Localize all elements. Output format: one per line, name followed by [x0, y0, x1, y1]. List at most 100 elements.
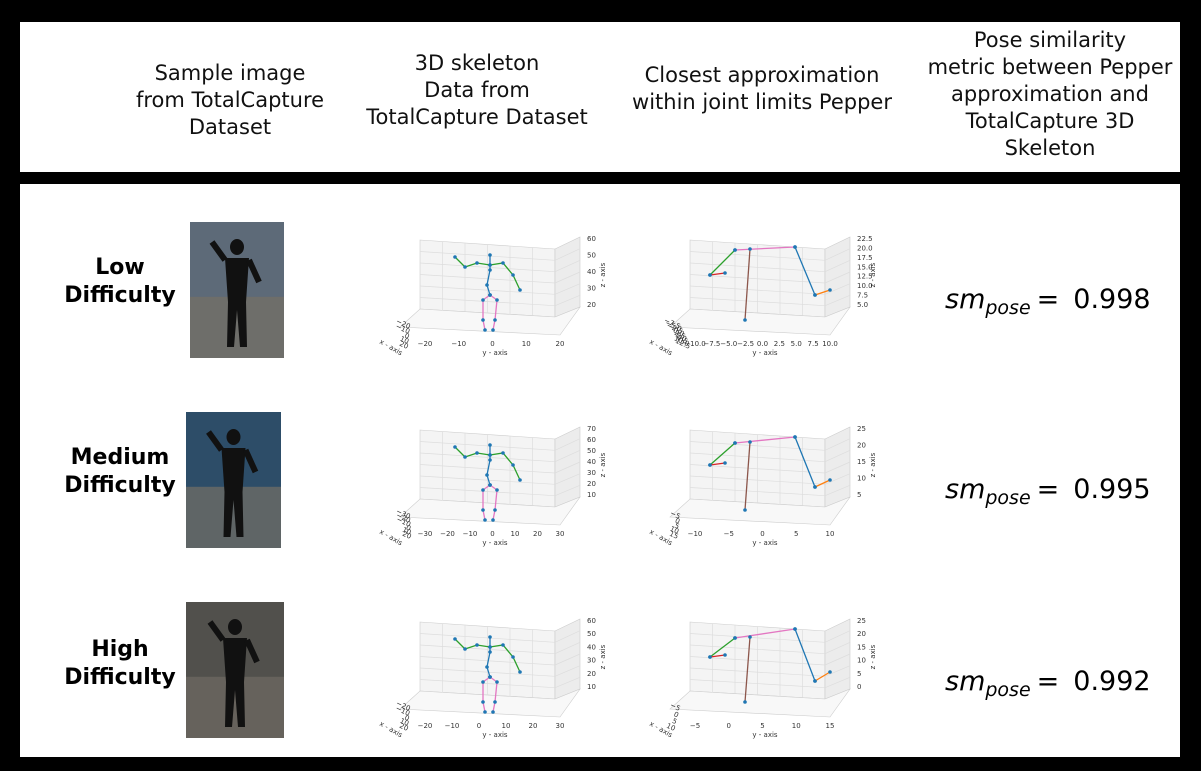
z-tick-label: 30	[587, 469, 596, 477]
figure-joint	[723, 461, 727, 465]
figure-joint	[481, 318, 485, 322]
figure-joint	[501, 643, 505, 647]
figure-joint	[708, 655, 712, 659]
figure-joint	[518, 288, 522, 292]
metric-equation: smpose=0.995	[945, 474, 1151, 509]
row-label: Difficulty	[64, 283, 175, 308]
header-text: 3D skeleton	[415, 51, 540, 75]
figure-joint	[488, 453, 492, 457]
z-tick-label: 20.0	[857, 244, 873, 252]
figure-joint	[488, 253, 492, 257]
header-text: TotalCapture Dataset	[365, 105, 587, 129]
y-tick-label: 20	[529, 722, 538, 730]
metric-equation: smpose=0.992	[945, 666, 1151, 701]
header-text: metric between Pepper	[928, 55, 1173, 79]
z-tick-label: 20	[587, 480, 596, 488]
z-tick-label: 5	[857, 670, 861, 678]
figure-joint	[488, 443, 492, 447]
figure-joint	[748, 247, 752, 251]
y-tick-label: 0	[477, 722, 481, 730]
y-tick-label: 5	[760, 722, 764, 730]
z-tick-label: 60	[587, 617, 596, 625]
z-tick-label: 30	[587, 285, 596, 293]
y-axis-label: y - axis	[752, 731, 777, 739]
row-label: Difficulty	[64, 665, 175, 690]
y-tick-label: −2.5	[737, 340, 754, 348]
z-axis-label: z - axis	[599, 262, 607, 287]
figure-joint	[813, 485, 817, 489]
figure-joint	[485, 665, 489, 669]
metric-symbol: sm	[945, 474, 985, 505]
person-head	[228, 619, 242, 635]
plot-pane	[825, 427, 850, 507]
figure-joint	[828, 288, 832, 292]
y-tick-label: −30	[418, 530, 433, 538]
z-tick-label: 5	[857, 491, 861, 499]
y-axis-label: y - axis	[752, 349, 777, 357]
z-tick-label: 10	[587, 683, 596, 691]
metric-symbol: sm	[945, 666, 985, 697]
z-tick-label: 17.5	[857, 254, 873, 262]
figure-joint	[481, 488, 485, 492]
figure-joint	[488, 268, 492, 272]
plot-pane	[825, 237, 850, 317]
z-tick-label: 15	[857, 458, 866, 466]
row-label: Difficulty	[64, 473, 175, 498]
y-tick-label: −5	[690, 722, 700, 730]
figure-joint	[495, 298, 499, 302]
figure-joint	[453, 637, 457, 641]
person-head	[227, 429, 241, 445]
figure-joint	[483, 518, 487, 522]
y-axis-label: y - axis	[482, 539, 507, 547]
z-tick-label: 50	[587, 252, 596, 260]
y-tick-label: −10	[688, 530, 703, 538]
figure-joint	[491, 328, 495, 332]
z-tick-label: 40	[587, 643, 596, 651]
y-tick-label: 0	[490, 340, 494, 348]
figure-joint	[708, 273, 712, 277]
z-axis-label: z - axis	[599, 644, 607, 669]
figure-joint	[501, 451, 505, 455]
z-tick-label: 20	[587, 301, 596, 309]
z-tick-label: 50	[587, 630, 596, 638]
figure-joint	[493, 508, 497, 512]
z-tick-label: 30	[587, 657, 596, 665]
figure-joint	[475, 261, 479, 265]
figure-joint	[733, 636, 737, 640]
z-tick-label: 5.0	[857, 301, 868, 309]
row-label: Low	[95, 255, 144, 280]
figure-joint	[813, 293, 817, 297]
z-axis-label: z - axis	[869, 644, 877, 669]
figure-joint	[475, 451, 479, 455]
figure-joint	[793, 435, 797, 439]
y-tick-label: −20	[418, 722, 433, 730]
figure-joint	[453, 255, 457, 259]
y-axis-label: y - axis	[482, 349, 507, 357]
figure-joint	[488, 293, 492, 297]
figure-joint	[488, 635, 492, 639]
header-text: from TotalCapture	[136, 88, 324, 112]
y-tick-label: 2.5	[774, 340, 785, 348]
y-tick-label: 30	[556, 530, 565, 538]
figure-joint	[481, 700, 485, 704]
y-tick-label: 10	[826, 530, 835, 538]
plot-pane	[555, 619, 580, 699]
z-tick-label: 60	[587, 235, 596, 243]
figure-joint	[488, 458, 492, 462]
figure-joint	[723, 653, 727, 657]
z-tick-label: 10	[857, 475, 866, 483]
row-label: Medium	[71, 445, 170, 470]
metric-subscript: pose	[984, 487, 1030, 509]
y-tick-label: −10	[451, 340, 466, 348]
y-tick-label: −20	[440, 530, 455, 538]
y-tick-label: 20	[556, 340, 565, 348]
y-tick-label: 0	[490, 530, 494, 538]
y-tick-label: −20	[418, 340, 433, 348]
y-tick-label: −10	[463, 530, 478, 538]
figure-joint	[463, 455, 467, 459]
figure-joint	[463, 265, 467, 269]
figure-joint	[485, 283, 489, 287]
figure-joint	[511, 463, 515, 467]
metric-subscript: pose	[984, 679, 1030, 701]
z-tick-label: 70	[587, 425, 596, 433]
